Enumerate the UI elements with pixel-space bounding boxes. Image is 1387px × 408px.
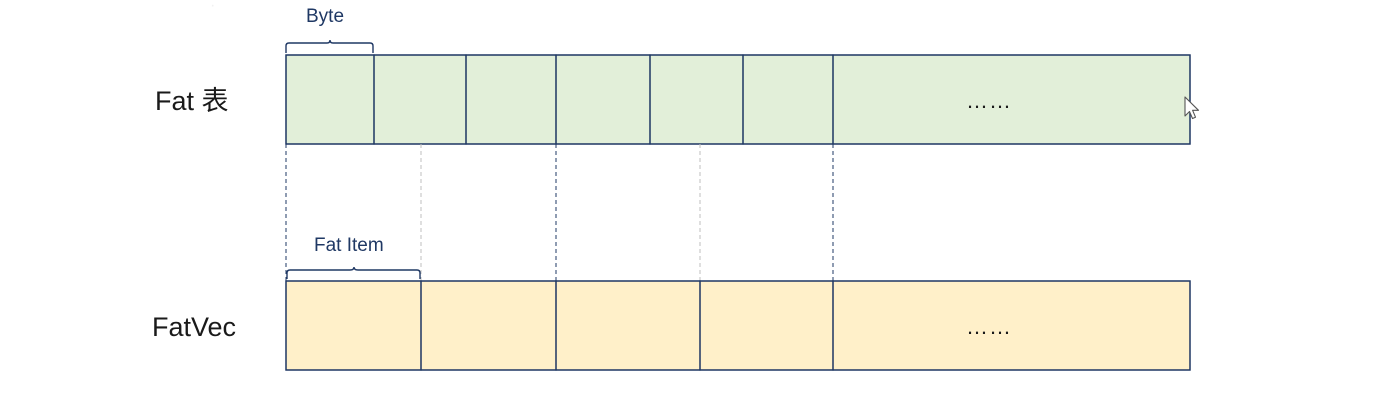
- fat-table-bar: [285, 54, 1191, 145]
- svg-text:·: ·: [210, 0, 215, 14]
- fatvec-bar: [285, 280, 1191, 371]
- fat-table-cell-rest: [832, 54, 1191, 145]
- watermark-layer: ·: [210, 0, 215, 14]
- fatvec-background: [285, 280, 1191, 371]
- fat-table-ellipsis: ……: [966, 88, 1012, 113]
- fat-item-brace-label: Fat Item: [314, 235, 384, 256]
- fat-table-label: Fat 表: [155, 86, 229, 116]
- fat-item-brace: [286, 266, 421, 279]
- pointer-cursor-icon: [1184, 96, 1200, 120]
- guide-lines: [285, 144, 834, 281]
- byte-brace: [285, 39, 374, 53]
- fat-table-background: [285, 54, 1191, 145]
- byte-brace-label: Byte: [306, 6, 344, 27]
- fatvec-ellipsis: ……: [966, 314, 1012, 339]
- fatvec-label: FatVec: [152, 312, 236, 342]
- fatvec-cell-rest: [832, 280, 1191, 371]
